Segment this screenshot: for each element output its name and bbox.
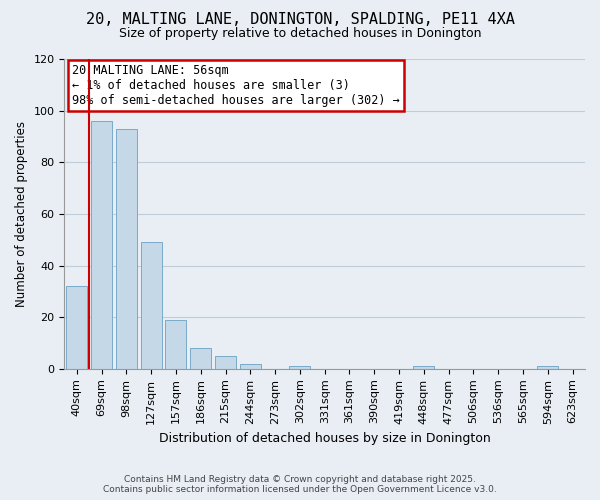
Bar <box>140 242 162 369</box>
Text: 20, MALTING LANE, DONINGTON, SPALDING, PE11 4XA: 20, MALTING LANE, DONINGTON, SPALDING, P… <box>86 12 514 28</box>
Bar <box>537 366 559 369</box>
X-axis label: Distribution of detached houses by size in Donington: Distribution of detached houses by size … <box>159 432 491 445</box>
Text: Contains HM Land Registry data © Crown copyright and database right 2025.
Contai: Contains HM Land Registry data © Crown c… <box>103 474 497 494</box>
Bar <box>215 356 236 369</box>
Bar <box>240 364 261 369</box>
Text: Size of property relative to detached houses in Donington: Size of property relative to detached ho… <box>119 28 481 40</box>
Bar <box>413 366 434 369</box>
Bar <box>116 128 137 369</box>
Bar <box>289 366 310 369</box>
Bar <box>66 286 88 369</box>
Text: 20 MALTING LANE: 56sqm
← 1% of detached houses are smaller (3)
98% of semi-detac: 20 MALTING LANE: 56sqm ← 1% of detached … <box>72 64 400 106</box>
Bar <box>91 121 112 369</box>
Bar <box>166 320 187 369</box>
Bar <box>190 348 211 369</box>
Y-axis label: Number of detached properties: Number of detached properties <box>15 121 28 307</box>
